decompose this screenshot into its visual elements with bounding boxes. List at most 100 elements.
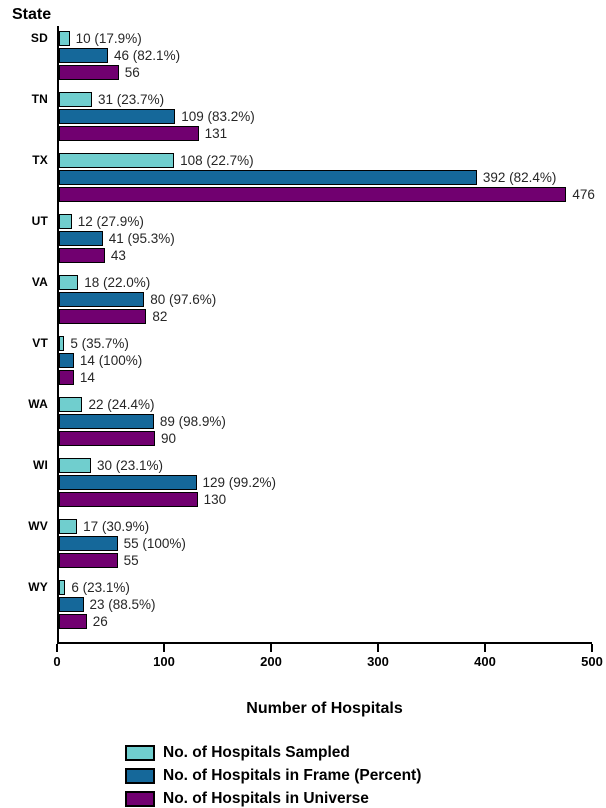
- x-axis-tick-label: 200: [260, 654, 282, 669]
- bar-row-sampled: 17 (30.9%): [59, 519, 592, 534]
- bar-row-sampled: 108 (22.7%): [59, 153, 592, 168]
- plot-wrapper: SD 10 (17.9%) 46 (82.1%) 56 TN 31 (23.7%) 109 …: [28, 26, 603, 678]
- bar-group-wa: WA 22 (24.4%) 89 (98.9%) 90: [28, 397, 592, 446]
- x-axis-title: Number of Hospitals: [246, 700, 403, 717]
- state-label: WI: [32, 458, 48, 472]
- bar-value-label: 82: [152, 309, 168, 324]
- bar-group-wy: WY 6 (23.1%) 23 (88.5%) 26: [28, 580, 592, 629]
- sampled-bar: [59, 580, 66, 595]
- legend-label-frame: No. of Hospitals in Frame (Percent): [163, 767, 422, 784]
- sampled-bar: [59, 397, 83, 412]
- universe-bar: [59, 248, 105, 263]
- frame-bar: [59, 414, 154, 429]
- state-label: WA: [28, 397, 48, 411]
- bar-row-sampled: 12 (27.9%): [59, 214, 592, 229]
- bar-value-label: 17 (30.9%): [83, 519, 150, 534]
- frame-bar: [59, 597, 84, 612]
- bar-row-sampled: 30 (23.1%): [59, 458, 592, 473]
- bar-value-label: 5 (35.7%): [70, 336, 129, 351]
- bar-row-frame: 46 (82.1%): [59, 48, 592, 63]
- bar-group-vt: VT 5 (35.7%) 14 (100%) 14: [32, 336, 592, 385]
- bar-row-sampled: 22 (24.4%): [59, 397, 592, 412]
- bar-value-label: 31 (23.7%): [98, 92, 165, 107]
- state-label: VT: [32, 336, 48, 350]
- state-label: TN: [31, 92, 48, 106]
- bar-group-wi: WI 30 (23.1%) 129 (99.2%) 130: [33, 458, 592, 507]
- legend-swatch-sampled-icon: [125, 745, 155, 761]
- bar-value-label: 14: [79, 370, 95, 385]
- frame-bar: [59, 353, 74, 368]
- bar-row-sampled: 5 (35.7%): [59, 336, 592, 351]
- x-axis-tick-label: 100: [153, 654, 175, 669]
- bar-row-frame: 89 (98.9%): [59, 414, 592, 429]
- plot-area: SD 10 (17.9%) 46 (82.1%) 56 TN 31 (23.7%) 109 …: [28, 26, 595, 644]
- bar-value-label: 6 (23.1%): [71, 580, 130, 595]
- x-axis-tick-label: 300: [367, 654, 389, 669]
- universe-bar: [59, 431, 155, 446]
- x-axis-tick: [377, 644, 379, 652]
- universe-bar: [59, 614, 87, 629]
- bar-value-label: 14 (100%): [79, 353, 143, 368]
- bar-row-universe: 43: [59, 248, 592, 263]
- bar-row-universe: 82: [59, 309, 592, 324]
- frame-bar: [59, 475, 197, 490]
- bar-value-label: 392 (82.4%): [482, 170, 557, 185]
- bar-row-frame: 23 (88.5%): [59, 597, 592, 612]
- bar-value-label: 55: [123, 553, 139, 568]
- y-axis-title: State: [12, 6, 52, 23]
- bar-value-label: 22 (24.4%): [88, 397, 155, 412]
- bar-row-frame: 41 (95.3%): [59, 231, 592, 246]
- bar-value-label: 90: [160, 431, 176, 446]
- sampled-bar: [59, 336, 65, 351]
- bar-group-tx: TX 108 (22.7%) 392 (82.4%) 476: [32, 153, 595, 202]
- bar-group-ut: UT 12 (27.9%) 41 (95.3%) 43: [32, 214, 592, 263]
- bar-row-universe: 26: [59, 614, 592, 629]
- bar-group-tn: TN 31 (23.7%) 109 (83.2%) 131: [32, 92, 592, 141]
- bar-row-frame: 80 (97.6%): [59, 292, 592, 307]
- bar-row-frame: 14 (100%): [59, 353, 592, 368]
- legend-item-sampled: No. of Hospitals Sampled: [125, 744, 606, 762]
- x-axis-tick: [163, 644, 165, 652]
- bar-value-label: 89 (98.9%): [159, 414, 226, 429]
- bar-row-sampled: 10 (17.9%): [59, 31, 592, 46]
- universe-bar: [59, 492, 198, 507]
- universe-bar: [59, 126, 199, 141]
- frame-bar: [59, 231, 103, 246]
- bar-row-sampled: 31 (23.7%): [59, 92, 592, 107]
- state-label: SD: [30, 31, 48, 45]
- bar-value-label: 108 (22.7%): [180, 153, 254, 168]
- x-axis-tick-label: 0: [53, 654, 61, 669]
- x-axis-tick: [270, 644, 272, 652]
- sampled-bar: [59, 214, 72, 229]
- sampled-bar: [59, 458, 91, 473]
- frame-bar: [59, 170, 477, 185]
- state-label: VA: [31, 275, 48, 289]
- bar-value-label: 18 (22.0%): [84, 275, 151, 290]
- sampled-bar: [59, 153, 175, 168]
- bar-value-label: 41 (95.3%): [108, 231, 175, 246]
- bar-value-label: 46 (82.1%): [114, 48, 181, 63]
- bar-row-frame: 55 (100%): [59, 536, 592, 551]
- bar-value-label: 23 (88.5%): [89, 597, 156, 612]
- bar-value-label: 12 (27.9%): [77, 214, 144, 229]
- bar-value-label: 55 (100%): [123, 536, 186, 551]
- frame-bar: [59, 109, 176, 124]
- universe-bar: [59, 370, 74, 385]
- sampled-bar: [59, 275, 79, 290]
- bar-row-universe: 14: [59, 370, 592, 385]
- universe-bar: [59, 309, 147, 324]
- state-label: UT: [31, 214, 48, 228]
- state-label: TX: [32, 153, 48, 167]
- frame-bar: [59, 48, 109, 63]
- bar-row-frame: 109 (83.2%): [59, 109, 592, 124]
- bar-value-label: 80 (97.6%): [150, 292, 217, 307]
- universe-bar: [59, 553, 118, 568]
- x-axis-tick: [56, 644, 58, 652]
- state-label: WV: [28, 519, 48, 533]
- sampled-bar: [59, 31, 70, 46]
- frame-bar: [59, 292, 145, 307]
- bar-group-va: VA 18 (22.0%) 80 (97.6%) 82: [32, 275, 592, 324]
- bar-row-universe: 476: [59, 187, 595, 202]
- x-axis: 0 100 200 300 400 500: [53, 644, 603, 678]
- legend-swatch-frame-icon: [125, 768, 155, 784]
